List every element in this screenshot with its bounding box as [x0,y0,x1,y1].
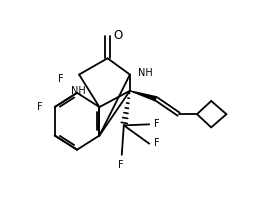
Text: F: F [58,74,64,84]
Text: F: F [154,138,159,148]
Text: F: F [38,102,43,112]
Text: NH: NH [138,68,152,78]
Polygon shape [130,90,157,102]
Text: F: F [154,119,159,129]
Text: O: O [114,29,123,42]
Text: F: F [118,160,123,170]
Text: NH: NH [71,86,85,96]
